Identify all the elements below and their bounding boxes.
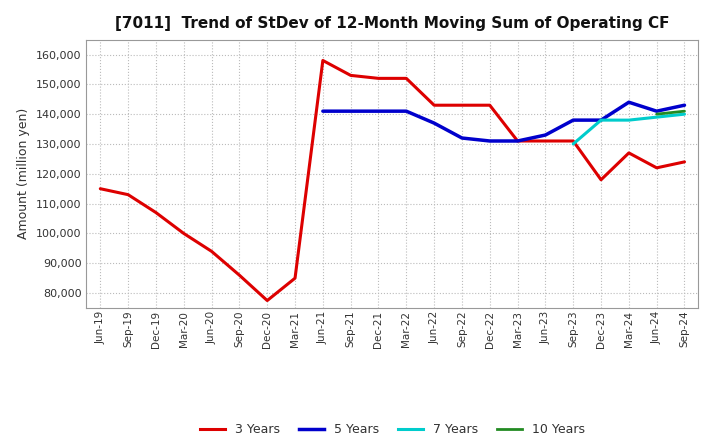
Line: 5 Years: 5 Years bbox=[323, 102, 685, 141]
5 Years bbox=[346, 109, 355, 114]
Line: 7 Years: 7 Years bbox=[573, 114, 685, 144]
5 Years bbox=[485, 138, 494, 143]
5 Years bbox=[652, 109, 661, 114]
3 Years bbox=[152, 210, 161, 215]
5 Years bbox=[402, 109, 410, 114]
5 Years bbox=[624, 99, 633, 105]
3 Years bbox=[235, 272, 243, 278]
Line: 3 Years: 3 Years bbox=[100, 60, 685, 301]
3 Years bbox=[485, 103, 494, 108]
Y-axis label: Amount (million yen): Amount (million yen) bbox=[17, 108, 30, 239]
3 Years bbox=[374, 76, 383, 81]
3 Years bbox=[458, 103, 467, 108]
3 Years bbox=[179, 231, 188, 236]
Line: 10 Years: 10 Years bbox=[657, 111, 685, 114]
3 Years bbox=[541, 138, 550, 143]
5 Years bbox=[513, 138, 522, 143]
5 Years bbox=[569, 117, 577, 123]
5 Years bbox=[374, 109, 383, 114]
10 Years bbox=[680, 109, 689, 114]
3 Years bbox=[402, 76, 410, 81]
3 Years bbox=[346, 73, 355, 78]
5 Years bbox=[680, 103, 689, 108]
7 Years bbox=[624, 117, 633, 123]
3 Years bbox=[513, 138, 522, 143]
7 Years bbox=[652, 114, 661, 120]
3 Years bbox=[652, 165, 661, 170]
3 Years bbox=[318, 58, 327, 63]
Title: [7011]  Trend of StDev of 12-Month Moving Sum of Operating CF: [7011] Trend of StDev of 12-Month Moving… bbox=[115, 16, 670, 32]
3 Years bbox=[569, 138, 577, 143]
3 Years bbox=[96, 186, 104, 191]
10 Years bbox=[652, 111, 661, 117]
5 Years bbox=[430, 121, 438, 126]
5 Years bbox=[597, 117, 606, 123]
3 Years bbox=[207, 249, 216, 254]
7 Years bbox=[597, 117, 606, 123]
3 Years bbox=[597, 177, 606, 183]
Legend: 3 Years, 5 Years, 7 Years, 10 Years: 3 Years, 5 Years, 7 Years, 10 Years bbox=[195, 418, 590, 440]
3 Years bbox=[124, 192, 132, 197]
5 Years bbox=[541, 132, 550, 138]
3 Years bbox=[680, 159, 689, 165]
3 Years bbox=[430, 103, 438, 108]
3 Years bbox=[263, 298, 271, 303]
7 Years bbox=[569, 141, 577, 147]
3 Years bbox=[291, 275, 300, 281]
5 Years bbox=[318, 109, 327, 114]
7 Years bbox=[680, 111, 689, 117]
5 Years bbox=[458, 136, 467, 141]
3 Years bbox=[624, 150, 633, 156]
